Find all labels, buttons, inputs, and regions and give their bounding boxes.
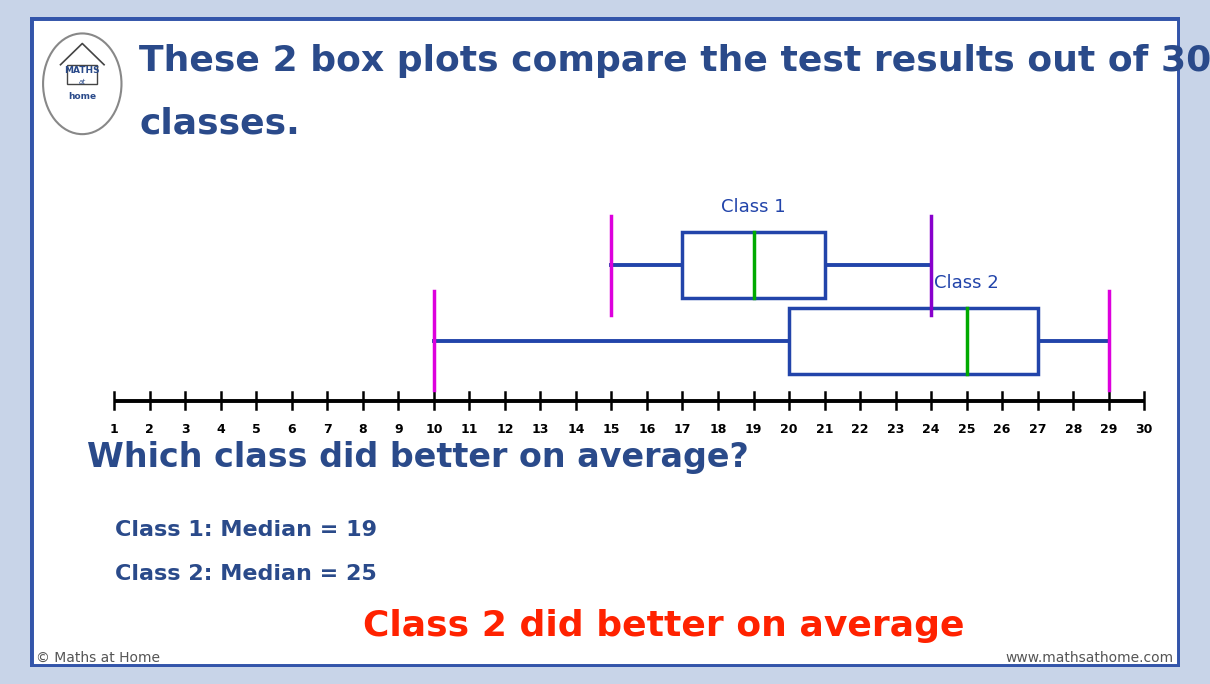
Ellipse shape xyxy=(44,34,121,134)
Text: 15: 15 xyxy=(603,423,621,436)
Text: 14: 14 xyxy=(567,423,584,436)
Text: 11: 11 xyxy=(461,423,478,436)
Text: 30: 30 xyxy=(1135,423,1153,436)
Text: 25: 25 xyxy=(958,423,975,436)
Text: Class 2: Class 2 xyxy=(934,274,999,293)
Text: 23: 23 xyxy=(887,423,904,436)
Text: 4: 4 xyxy=(217,423,225,436)
Text: 7: 7 xyxy=(323,423,332,436)
Text: 21: 21 xyxy=(816,423,834,436)
Bar xyxy=(68,65,97,83)
Text: 28: 28 xyxy=(1065,423,1082,436)
Text: These 2 box plots compare the test results out of 30 in two: These 2 box plots compare the test resul… xyxy=(139,44,1210,79)
Text: Which class did better on average?: Which class did better on average? xyxy=(87,441,749,474)
Text: Class 1: Class 1 xyxy=(721,198,785,215)
Text: 9: 9 xyxy=(394,423,403,436)
Text: 2: 2 xyxy=(145,423,154,436)
Text: Class 1: Median = 19: Class 1: Median = 19 xyxy=(115,520,378,540)
Text: 6: 6 xyxy=(288,423,296,436)
Text: classes.: classes. xyxy=(139,106,300,140)
Text: 16: 16 xyxy=(638,423,656,436)
Text: 8: 8 xyxy=(358,423,367,436)
Text: www.mathsathome.com: www.mathsathome.com xyxy=(1006,651,1174,665)
Text: 22: 22 xyxy=(852,423,869,436)
Bar xyxy=(682,233,824,298)
Text: 13: 13 xyxy=(531,423,549,436)
Text: 10: 10 xyxy=(425,423,443,436)
Text: 12: 12 xyxy=(496,423,513,436)
Text: Class 2 did better on average: Class 2 did better on average xyxy=(363,609,964,643)
Text: 3: 3 xyxy=(182,423,190,436)
Text: Class 2: Median = 25: Class 2: Median = 25 xyxy=(115,564,376,584)
Text: at: at xyxy=(79,79,86,85)
Text: 24: 24 xyxy=(922,423,940,436)
Text: 19: 19 xyxy=(745,423,762,436)
Text: © Maths at Home: © Maths at Home xyxy=(36,651,160,665)
Text: 29: 29 xyxy=(1100,423,1117,436)
Text: 17: 17 xyxy=(674,423,691,436)
Bar xyxy=(789,308,1038,373)
Text: home: home xyxy=(68,92,97,101)
Text: 1: 1 xyxy=(110,423,119,436)
Text: 18: 18 xyxy=(709,423,727,436)
Text: 5: 5 xyxy=(252,423,260,436)
Text: MATHS: MATHS xyxy=(64,66,100,75)
Text: 20: 20 xyxy=(780,423,797,436)
Text: 27: 27 xyxy=(1028,423,1047,436)
FancyBboxPatch shape xyxy=(30,17,1180,667)
Text: 26: 26 xyxy=(993,423,1010,436)
